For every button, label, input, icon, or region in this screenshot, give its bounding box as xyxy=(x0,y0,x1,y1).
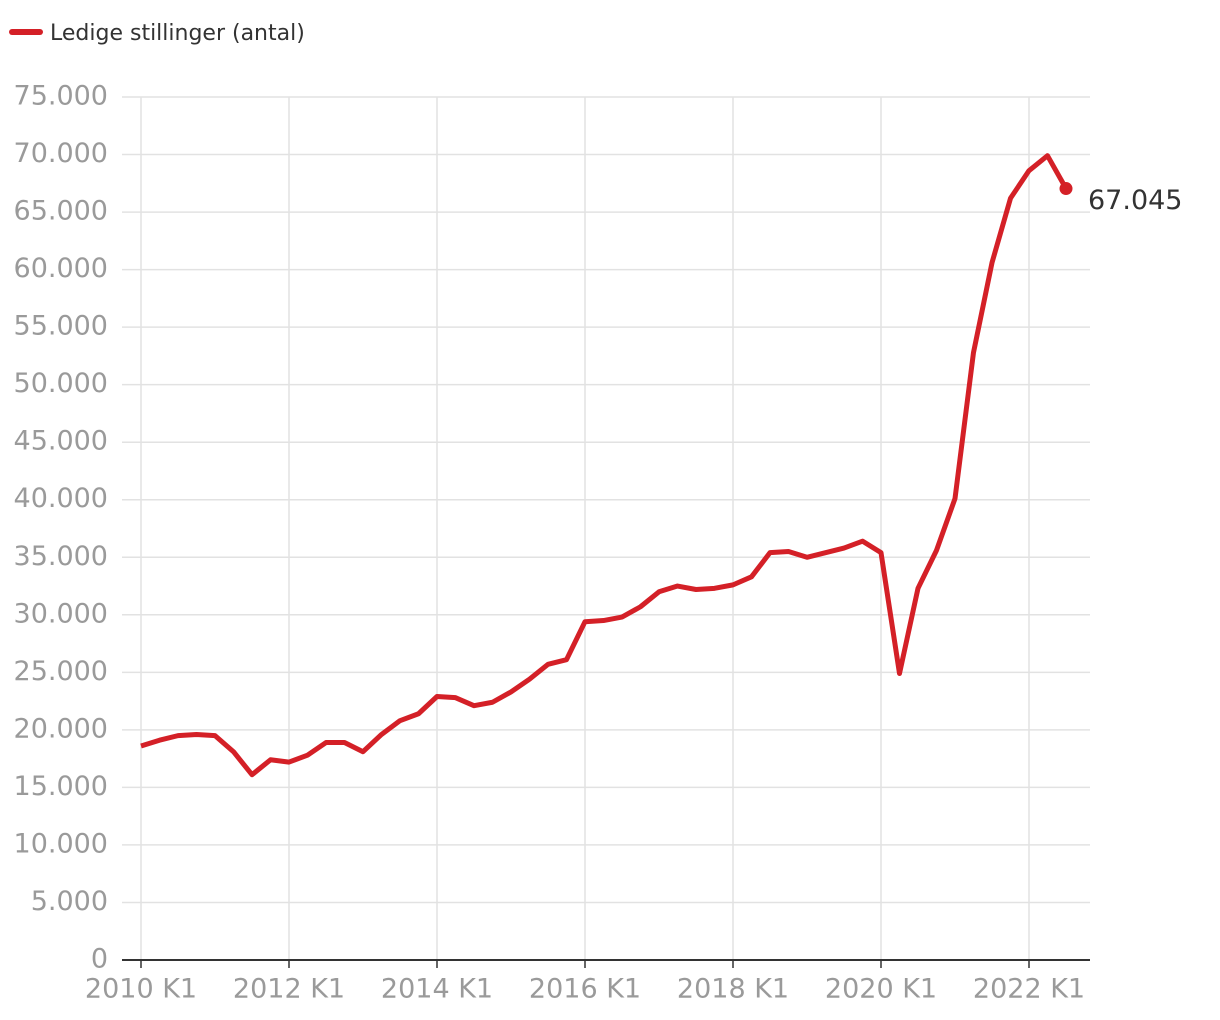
y-tick-label: 75.000 xyxy=(14,81,108,112)
y-tick-label: 10.000 xyxy=(14,828,108,859)
y-tick-label: 60.000 xyxy=(14,253,108,284)
x-tick-label: 2016 K1 xyxy=(529,974,641,1005)
y-tick-label: 20.000 xyxy=(14,713,108,744)
line xyxy=(140,153,1069,778)
y-tick-label: 15.000 xyxy=(14,771,108,802)
y-tick-label: 55.000 xyxy=(14,311,108,342)
value-label: 67.045 xyxy=(1088,185,1182,216)
y-tick-label: 65.000 xyxy=(14,196,108,227)
end-point xyxy=(1059,182,1073,196)
y-tick-label: 40.000 xyxy=(14,483,108,514)
x-tick-label: 2018 K1 xyxy=(677,974,789,1005)
x-tick-label: 2010 K1 xyxy=(85,974,197,1005)
y-tick-label: 35.000 xyxy=(14,541,108,572)
y-tick-label: 25.000 xyxy=(14,656,108,687)
y-tick-label: 5.000 xyxy=(31,886,108,917)
y-tick-label: 70.000 xyxy=(14,138,108,169)
y-tick-label: 45.000 xyxy=(14,426,108,457)
x-tick-label: 2020 K1 xyxy=(825,974,937,1005)
y-tick-label: 30.000 xyxy=(14,598,108,629)
legend-label: Ledige stillinger (antal) xyxy=(50,21,305,46)
x-tick-label: 2022 K1 xyxy=(973,974,1085,1005)
y-tick-label: 50.000 xyxy=(14,368,108,399)
y-tick-label: 0 xyxy=(91,944,108,975)
x-tick-label: 2014 K1 xyxy=(381,974,493,1005)
x-tick-label: 2012 K1 xyxy=(233,974,345,1005)
